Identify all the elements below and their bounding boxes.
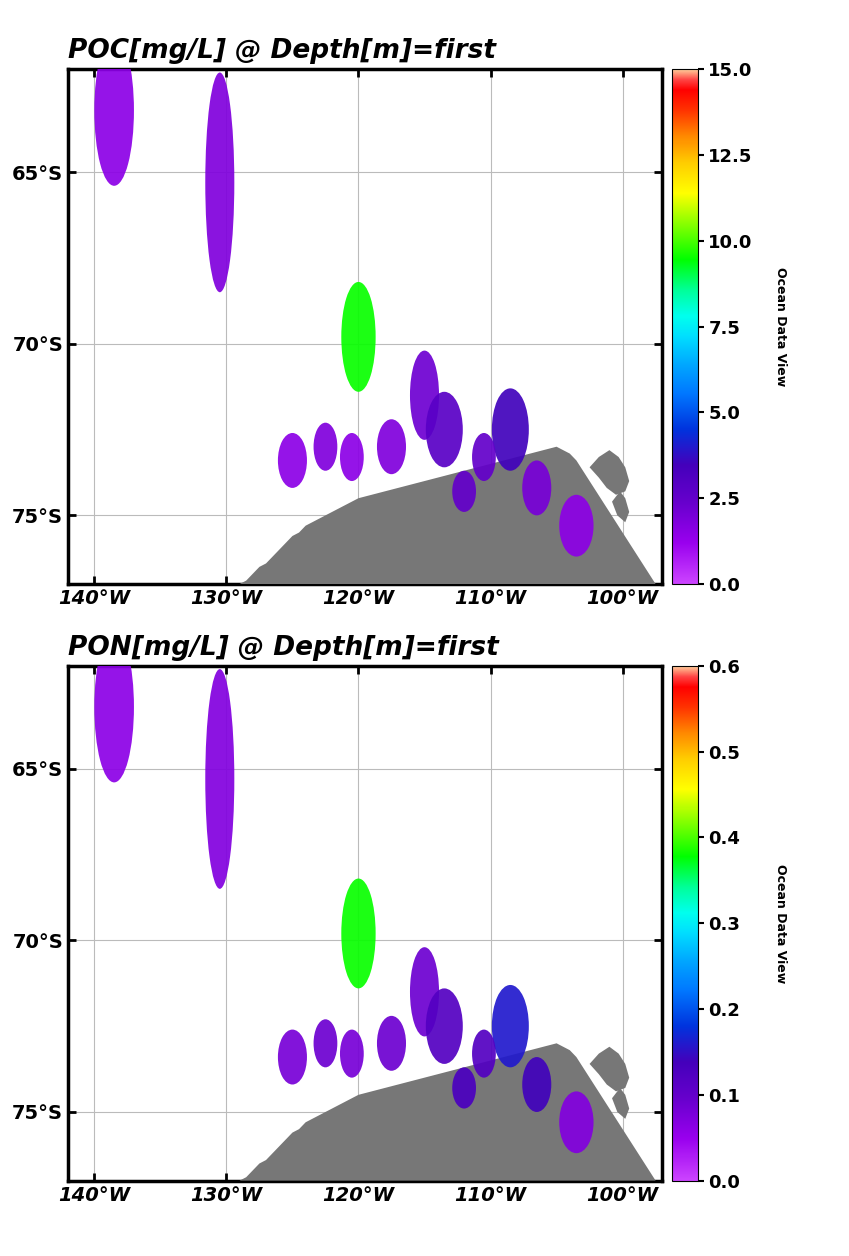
Ellipse shape — [559, 495, 593, 556]
Ellipse shape — [278, 1030, 307, 1084]
Ellipse shape — [522, 461, 551, 515]
Polygon shape — [68, 1044, 662, 1181]
Ellipse shape — [410, 947, 439, 1036]
Text: Ocean Data View: Ocean Data View — [774, 268, 787, 386]
Ellipse shape — [559, 1091, 593, 1153]
Ellipse shape — [313, 423, 337, 471]
Ellipse shape — [313, 1020, 337, 1068]
Ellipse shape — [410, 350, 439, 440]
Ellipse shape — [492, 985, 529, 1068]
Text: PON[mg/L] @ Depth[m]=first: PON[mg/L] @ Depth[m]=first — [68, 634, 498, 661]
Polygon shape — [589, 450, 629, 495]
Ellipse shape — [341, 281, 375, 392]
Ellipse shape — [492, 388, 529, 471]
Ellipse shape — [94, 632, 134, 782]
Ellipse shape — [453, 1068, 476, 1109]
Ellipse shape — [522, 1058, 551, 1112]
Ellipse shape — [453, 471, 476, 512]
Ellipse shape — [472, 433, 496, 481]
Ellipse shape — [377, 1016, 406, 1071]
Text: Ocean Data View: Ocean Data View — [774, 864, 787, 982]
Ellipse shape — [341, 878, 375, 988]
Ellipse shape — [94, 35, 134, 186]
Ellipse shape — [472, 1030, 496, 1078]
Polygon shape — [589, 1046, 629, 1091]
Ellipse shape — [340, 433, 363, 481]
Polygon shape — [68, 447, 662, 584]
Ellipse shape — [340, 1030, 363, 1078]
Ellipse shape — [278, 433, 307, 487]
Ellipse shape — [205, 669, 234, 889]
Ellipse shape — [426, 988, 463, 1064]
Ellipse shape — [205, 73, 234, 293]
Polygon shape — [612, 491, 629, 522]
Ellipse shape — [426, 392, 463, 467]
Polygon shape — [612, 1088, 629, 1119]
Ellipse shape — [377, 420, 406, 475]
Text: POC[mg/L] @ Depth[m]=first: POC[mg/L] @ Depth[m]=first — [68, 38, 496, 64]
